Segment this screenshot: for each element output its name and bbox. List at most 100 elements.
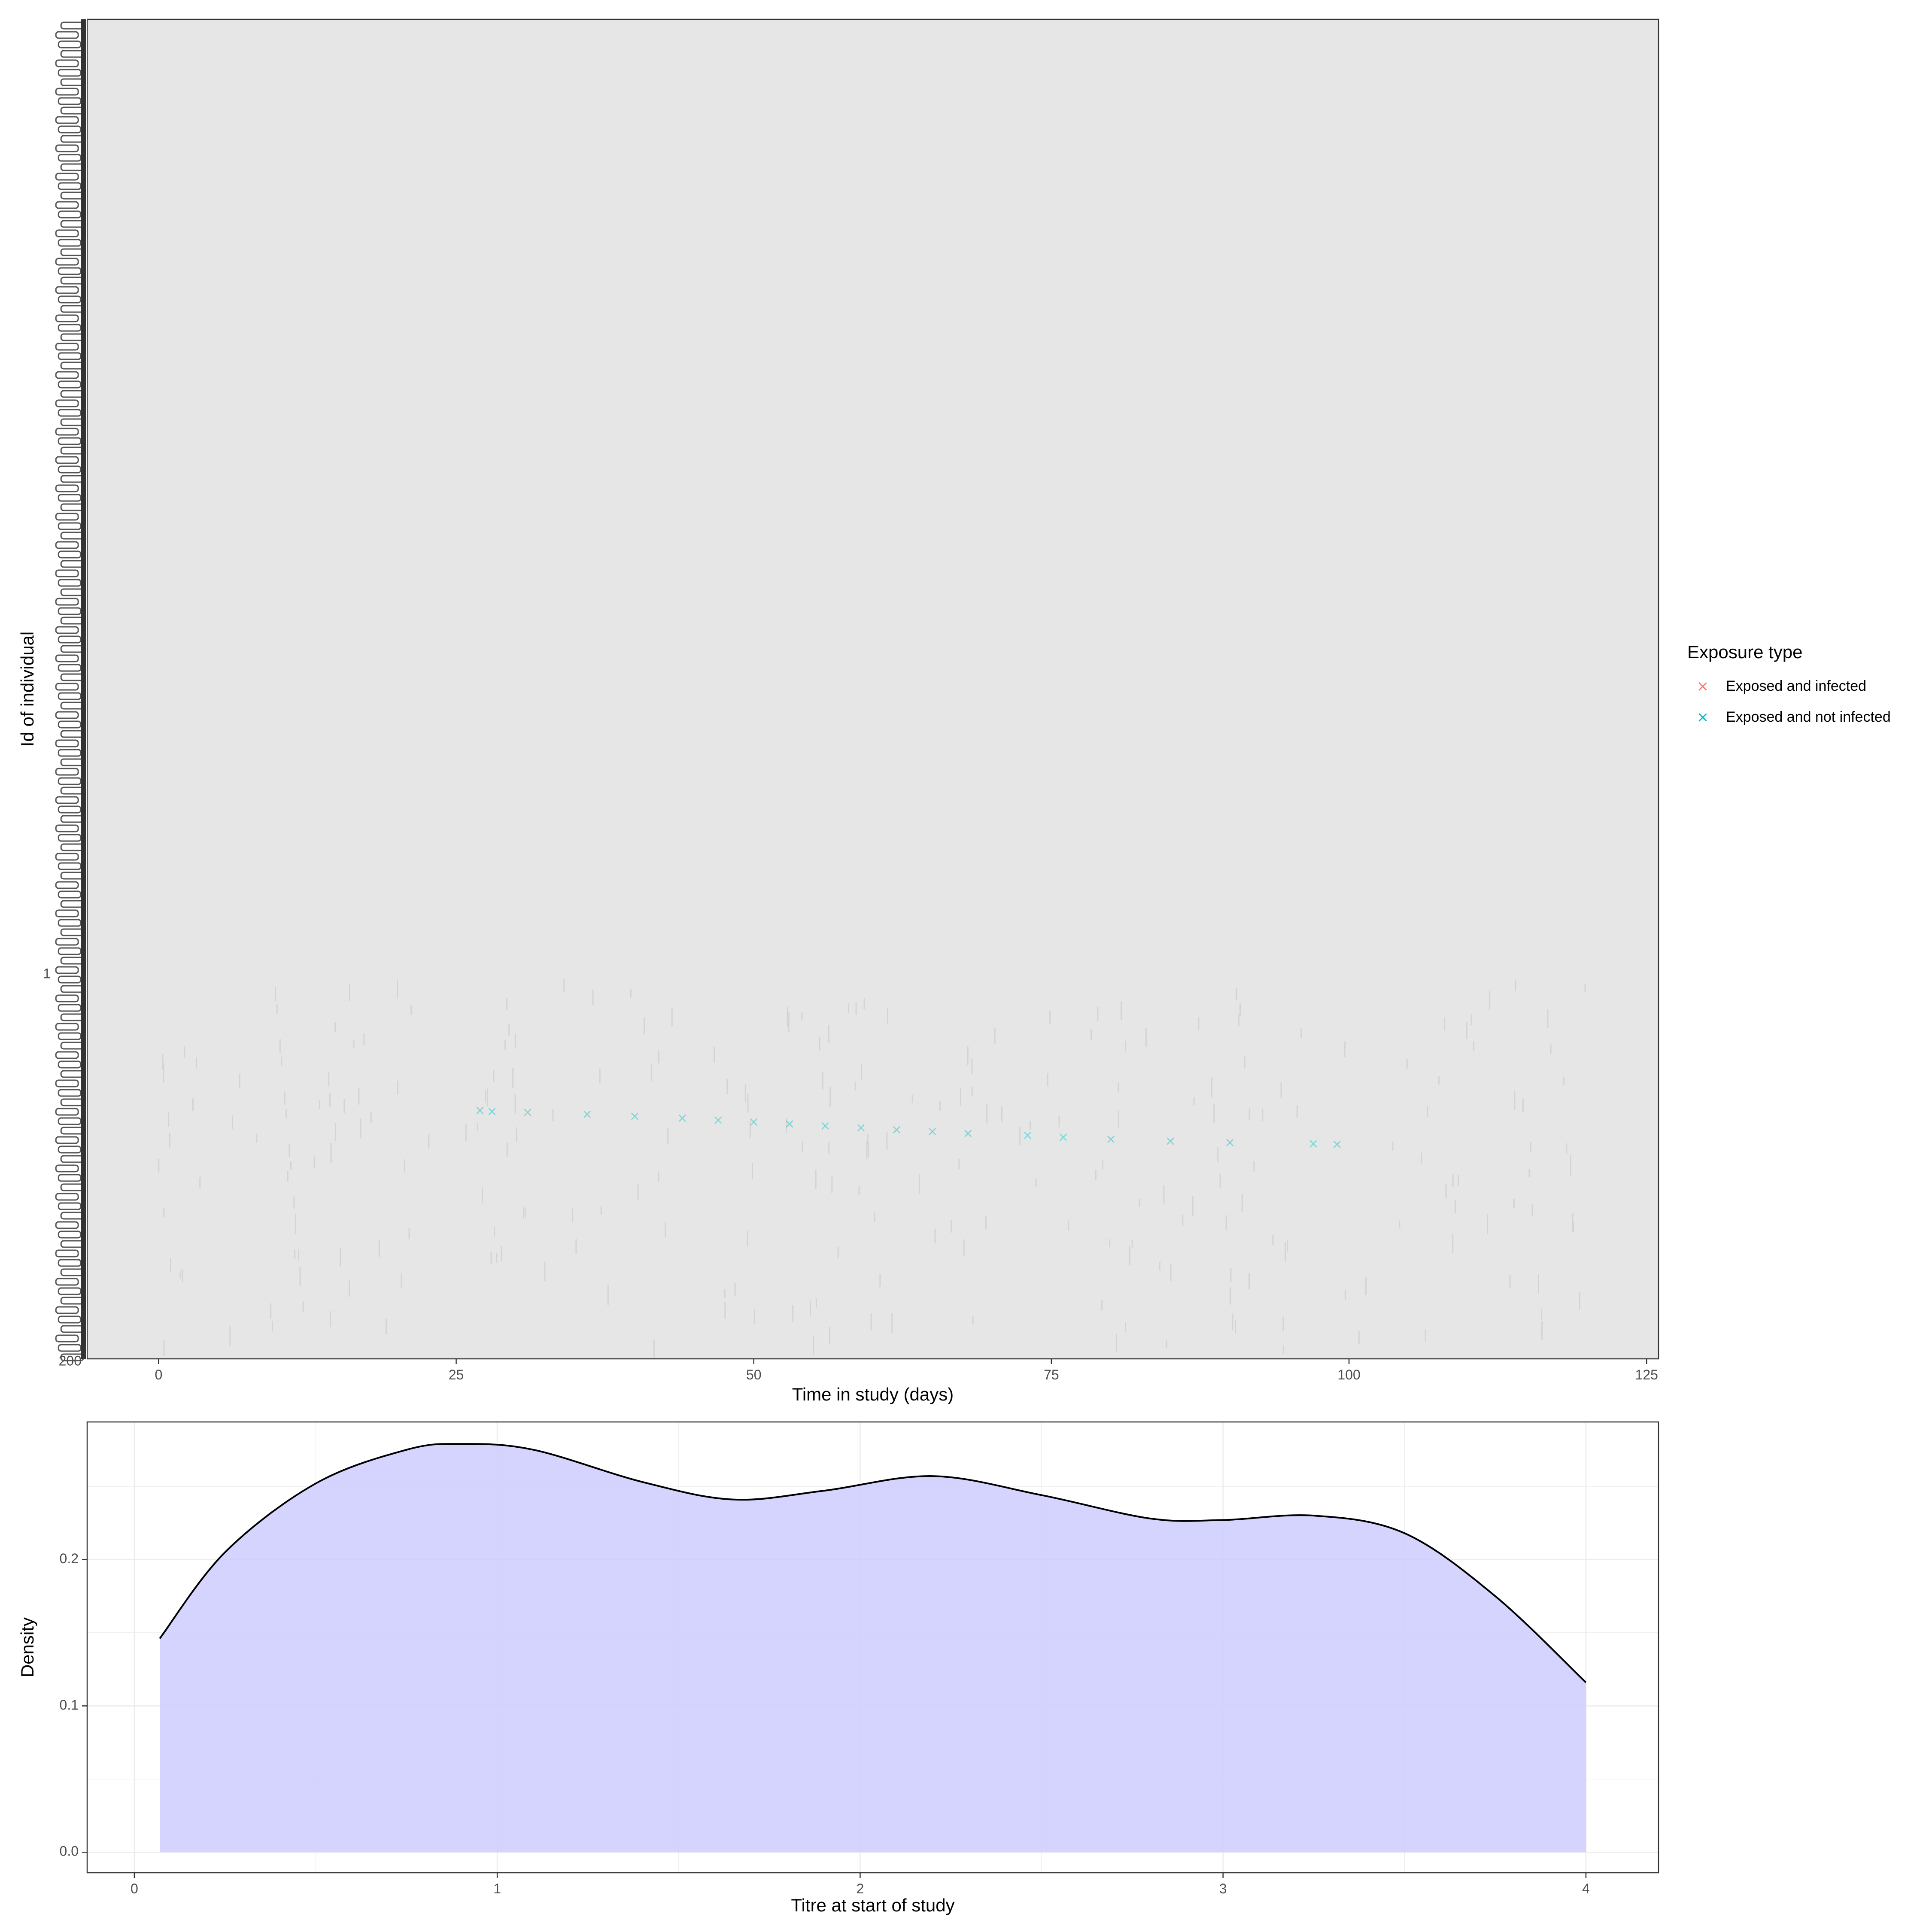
overplotted-tick-label [58, 380, 82, 389]
overplotted-tick-label [58, 1174, 82, 1182]
x-tick-label: 50 [746, 1367, 762, 1382]
legend-label-infected: Exposed and infected [1726, 678, 1866, 694]
overplotted-tick-label [55, 739, 79, 747]
overplotted-tick-label [58, 1004, 82, 1012]
legend-title: Exposure type [1687, 642, 1803, 662]
overplotted-tick-label [58, 154, 82, 162]
overplotted-tick-label [55, 1306, 79, 1314]
overplotted-tick-label [55, 59, 79, 67]
overplotted-tick-label [55, 824, 79, 832]
exposure-panel-background [87, 19, 1659, 1359]
overplotted-tick-label [55, 399, 79, 407]
overplotted-tick-label [58, 40, 82, 49]
legend-label-not-infected: Exposed and not infected [1726, 709, 1891, 725]
overplotted-tick-label [58, 1202, 82, 1210]
overplotted-tick-label [55, 683, 79, 691]
data-point: × [927, 1124, 938, 1139]
data-point: × [1165, 1134, 1176, 1149]
overplotted-tick-label [55, 258, 79, 266]
overplotted-tick-label [55, 1193, 79, 1201]
overplotted-tick-label [55, 1051, 79, 1059]
overplotted-tick-label [55, 1334, 79, 1343]
overplotted-tick-label [55, 1249, 79, 1258]
data-point: × [474, 1103, 485, 1118]
overplotted-tick-label [58, 1259, 82, 1267]
y-tick-label-1: 1 [43, 966, 51, 981]
data-point: × [1058, 1130, 1069, 1145]
overplotted-tick-label [58, 1117, 82, 1125]
overplotted-tick-label [55, 1164, 79, 1173]
overplotted-tick-label [58, 210, 82, 219]
overplotted-tick-label [58, 1287, 82, 1295]
x-tick-label: 2 [857, 1881, 864, 1896]
data-point: × [677, 1111, 688, 1126]
legend-key-not-infected-x-icon: × [1697, 709, 1709, 726]
overplotted-tick-label [55, 1079, 79, 1088]
overplotted-tick-label [58, 862, 82, 870]
overplotted-tick-label [55, 1023, 79, 1031]
exposure-plot: × × × × × × × × × × × × × × × × × × × × × 1 200 0 25 50 75 100 12… [17, 17, 1659, 1404]
overplotted-tick-label [55, 1278, 79, 1286]
x-tick-label: 100 [1337, 1367, 1360, 1382]
overplotted-tick-label [55, 966, 79, 974]
overplotted-tick-label [58, 777, 82, 785]
overplotted-tick-label [55, 371, 79, 379]
overplotted-tick-label [55, 881, 79, 889]
overplotted-tick-label [58, 749, 82, 757]
density-y-axis-title: Density [17, 1617, 37, 1677]
overplotted-tick-label [58, 635, 82, 644]
overplotted-tick-label [55, 541, 79, 549]
y-tick-label-overplot [55, 21, 84, 1361]
overplotted-tick-label [58, 465, 82, 474]
density-y-axis: 0.0 0.1 0.2 [60, 1551, 87, 1859]
overplotted-tick-label [55, 456, 79, 464]
overplotted-tick-label [55, 768, 79, 776]
overplotted-tick-label [55, 314, 79, 322]
overplotted-tick-label [58, 69, 82, 77]
data-point: × [629, 1109, 640, 1124]
overplotted-tick-label [55, 853, 79, 861]
x-tick-label: 125 [1635, 1367, 1658, 1382]
overplotted-tick-label [58, 664, 82, 672]
overplotted-tick-label [58, 1145, 82, 1154]
overplotted-tick-label [55, 513, 79, 521]
y-tick-label: 0.2 [60, 1551, 79, 1566]
overplotted-tick-label [55, 173, 79, 181]
overplotted-tick-label [58, 947, 82, 955]
overplotted-tick-label [55, 484, 79, 492]
overplotted-tick-label [55, 1108, 79, 1116]
x-tick-label: 25 [449, 1367, 464, 1382]
overplotted-tick-label [58, 1344, 82, 1352]
overplotted-tick-label [55, 144, 79, 152]
overplotted-tick-label [58, 1060, 82, 1069]
data-point: × [1224, 1135, 1235, 1150]
overplotted-tick-label [55, 88, 79, 96]
overplotted-tick-label [58, 1032, 82, 1040]
overplotted-tick-label [58, 919, 82, 927]
overplotted-tick-label [55, 1221, 79, 1229]
data-point: × [522, 1105, 533, 1120]
density-x-axis: 0 1 2 3 4 [131, 1873, 1590, 1896]
overplotted-tick-label [58, 720, 82, 729]
data-point: × [748, 1115, 759, 1130]
overplotted-tick-label [58, 125, 82, 134]
x-tick-label: 4 [1582, 1881, 1590, 1896]
data-point: × [1022, 1128, 1033, 1143]
data-point: × [1308, 1136, 1318, 1151]
overplotted-tick-label [58, 324, 82, 332]
exposure-panel-border [86, 18, 1659, 1360]
overplotted-tick-label [55, 229, 79, 237]
x-tick-label: 0 [155, 1367, 162, 1382]
overplotted-tick-label [55, 994, 79, 1002]
x-tick-label: 1 [493, 1881, 501, 1896]
exposure-y-axis-title: Id of individual [17, 632, 37, 747]
overplotted-tick-label [58, 182, 82, 190]
overplotted-tick-label [58, 352, 82, 360]
overplotted-tick-label [55, 343, 79, 351]
data-point: × [856, 1120, 866, 1135]
legend-key-infected-x-icon: × [1697, 678, 1709, 695]
density-curve [159, 1443, 1587, 1683]
overplotted-tick-label [58, 1089, 82, 1097]
y-tick-label-200: 200 [59, 1353, 82, 1368]
